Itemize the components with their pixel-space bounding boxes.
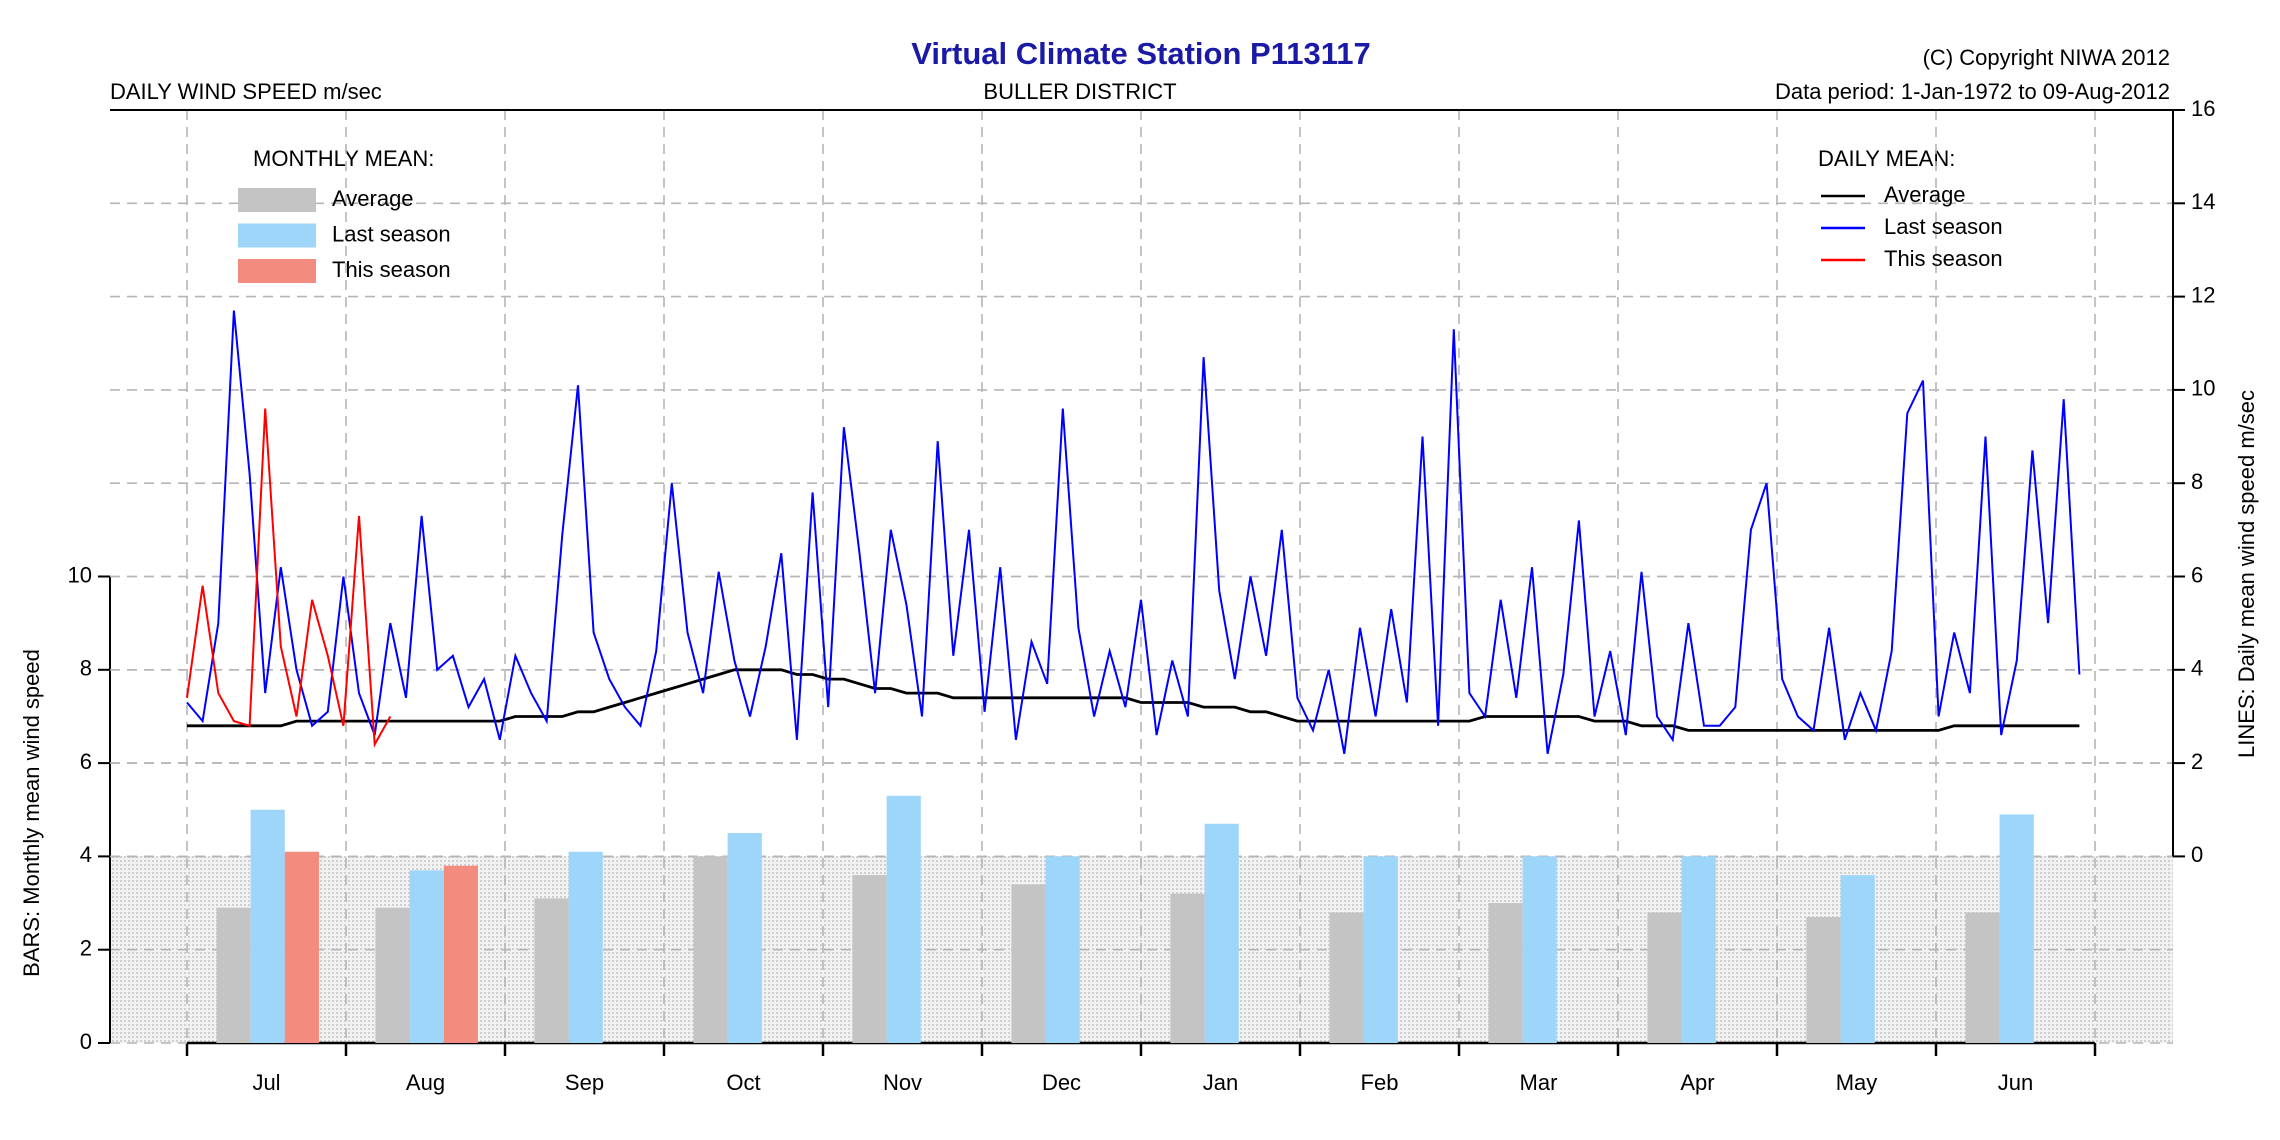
bar [1965, 912, 2000, 1043]
bar [886, 795, 921, 1043]
legend-swatch [238, 223, 316, 248]
bar [1999, 814, 2034, 1043]
bar [284, 851, 319, 1043]
x-tick-label: Apr [1680, 1070, 1714, 1095]
bar [534, 898, 569, 1043]
y2-tick-label: 10 [2191, 376, 2215, 401]
y2-axis-label: LINES: Daily mean wind speed m/sec [2234, 390, 2259, 758]
y-tick-label: 6 [80, 749, 92, 774]
line [186, 408, 392, 748]
legend-title: MONTHLY MEAN: [253, 146, 434, 171]
x-tick-label: Jun [1998, 1070, 2033, 1095]
bar [1681, 856, 1716, 1043]
x-tick-label: Sep [565, 1070, 604, 1095]
header-left: DAILY WIND SPEED m/sec [110, 79, 382, 104]
bar [443, 865, 478, 1043]
y-tick-label: 10 [68, 562, 92, 587]
y2-tick-label: 12 [2191, 282, 2215, 307]
legend-label: Average [1884, 182, 1966, 207]
legend-label: Last season [1884, 214, 2003, 239]
legend-label: This season [332, 257, 451, 282]
y2-tick-label: 14 [2191, 189, 2215, 214]
x-tick-label: Nov [883, 1070, 922, 1095]
bar [1806, 917, 1841, 1043]
copyright: (C) Copyright NIWA 2012 [1923, 45, 2170, 70]
bar [1522, 856, 1557, 1043]
y2-tick-label: 0 [2191, 842, 2203, 867]
x-tick-label: Jan [1203, 1070, 1238, 1095]
y2-tick-label: 8 [2191, 469, 2203, 494]
bar [727, 833, 762, 1043]
bar [375, 907, 410, 1043]
legend-title: DAILY MEAN: [1818, 146, 1955, 171]
y-tick-label: 0 [80, 1029, 92, 1054]
x-tick-label: Oct [726, 1070, 760, 1095]
x-tick-label: Mar [1520, 1070, 1558, 1095]
bar [1170, 893, 1205, 1043]
legend-label: This season [1884, 246, 2003, 271]
subtitle: BULLER DISTRICT [983, 79, 1176, 104]
y-tick-label: 4 [80, 842, 92, 867]
x-tick-label: Aug [406, 1070, 445, 1095]
legend-swatch [238, 259, 316, 283]
bar [1329, 912, 1364, 1043]
x-tick-label: Feb [1361, 1070, 1399, 1095]
bar [852, 875, 887, 1043]
legend-swatch [238, 188, 316, 212]
bar [250, 809, 285, 1043]
y2-tick-label: 2 [2191, 749, 2203, 774]
y2-tick-label: 16 [2191, 96, 2215, 121]
bar [216, 907, 251, 1043]
bar [1011, 884, 1046, 1043]
x-tick-label: May [1836, 1070, 1878, 1095]
line [187, 668, 2080, 732]
y-tick-label: 2 [80, 936, 92, 961]
y2-tick-label: 4 [2191, 656, 2203, 681]
chart-title: Virtual Climate Station P113117 [911, 36, 1370, 71]
legend-label: Last season [332, 221, 451, 246]
legend-label: Average [332, 186, 414, 211]
bar [1204, 823, 1239, 1043]
y-axis-label: BARS: Monthly mean wind speed [19, 649, 44, 977]
x-tick-label: Dec [1042, 1070, 1081, 1095]
x-tick-label: Jul [252, 1070, 280, 1095]
data-period: Data period: 1-Jan-1972 to 09-Aug-2012 [1775, 79, 2170, 104]
bar [409, 870, 444, 1043]
bar [1647, 912, 1682, 1043]
bar [1045, 856, 1080, 1043]
bar [1488, 903, 1523, 1043]
y-tick-label: 8 [80, 656, 92, 681]
y2-tick-label: 6 [2191, 562, 2203, 587]
line [186, 310, 2081, 754]
bar [1840, 875, 1875, 1043]
bar [1363, 856, 1398, 1043]
bar [693, 856, 728, 1043]
bar [568, 851, 603, 1043]
